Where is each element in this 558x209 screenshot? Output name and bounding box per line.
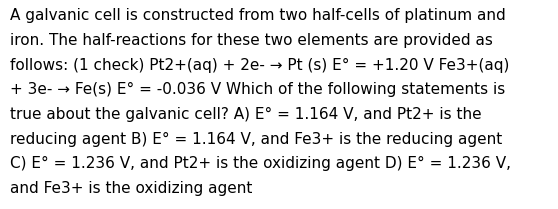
Text: true about the galvanic cell? A) E° = 1.164 V, and Pt2+ is the: true about the galvanic cell? A) E° = 1.…	[10, 107, 482, 122]
Text: iron. The half-reactions for these two elements are provided as: iron. The half-reactions for these two e…	[10, 33, 493, 48]
Text: and Fe3+ is the oxidizing agent: and Fe3+ is the oxidizing agent	[10, 181, 252, 196]
Text: reducing agent B) E° = 1.164 V, and Fe3+ is the reducing agent: reducing agent B) E° = 1.164 V, and Fe3+…	[10, 132, 502, 147]
Text: follows: (1 check) Pt2+(aq) + 2e- → Pt (s) E° = +1.20 V Fe3+(aq): follows: (1 check) Pt2+(aq) + 2e- → Pt (…	[10, 58, 509, 73]
Text: + 3e- → Fe(s) E° = -0.036 V Which of the following statements is: + 3e- → Fe(s) E° = -0.036 V Which of the…	[10, 82, 506, 97]
Text: A galvanic cell is constructed from two half-cells of platinum and: A galvanic cell is constructed from two …	[10, 8, 506, 23]
Text: C) E° = 1.236 V, and Pt2+ is the oxidizing agent D) E° = 1.236 V,: C) E° = 1.236 V, and Pt2+ is the oxidizi…	[10, 156, 511, 171]
